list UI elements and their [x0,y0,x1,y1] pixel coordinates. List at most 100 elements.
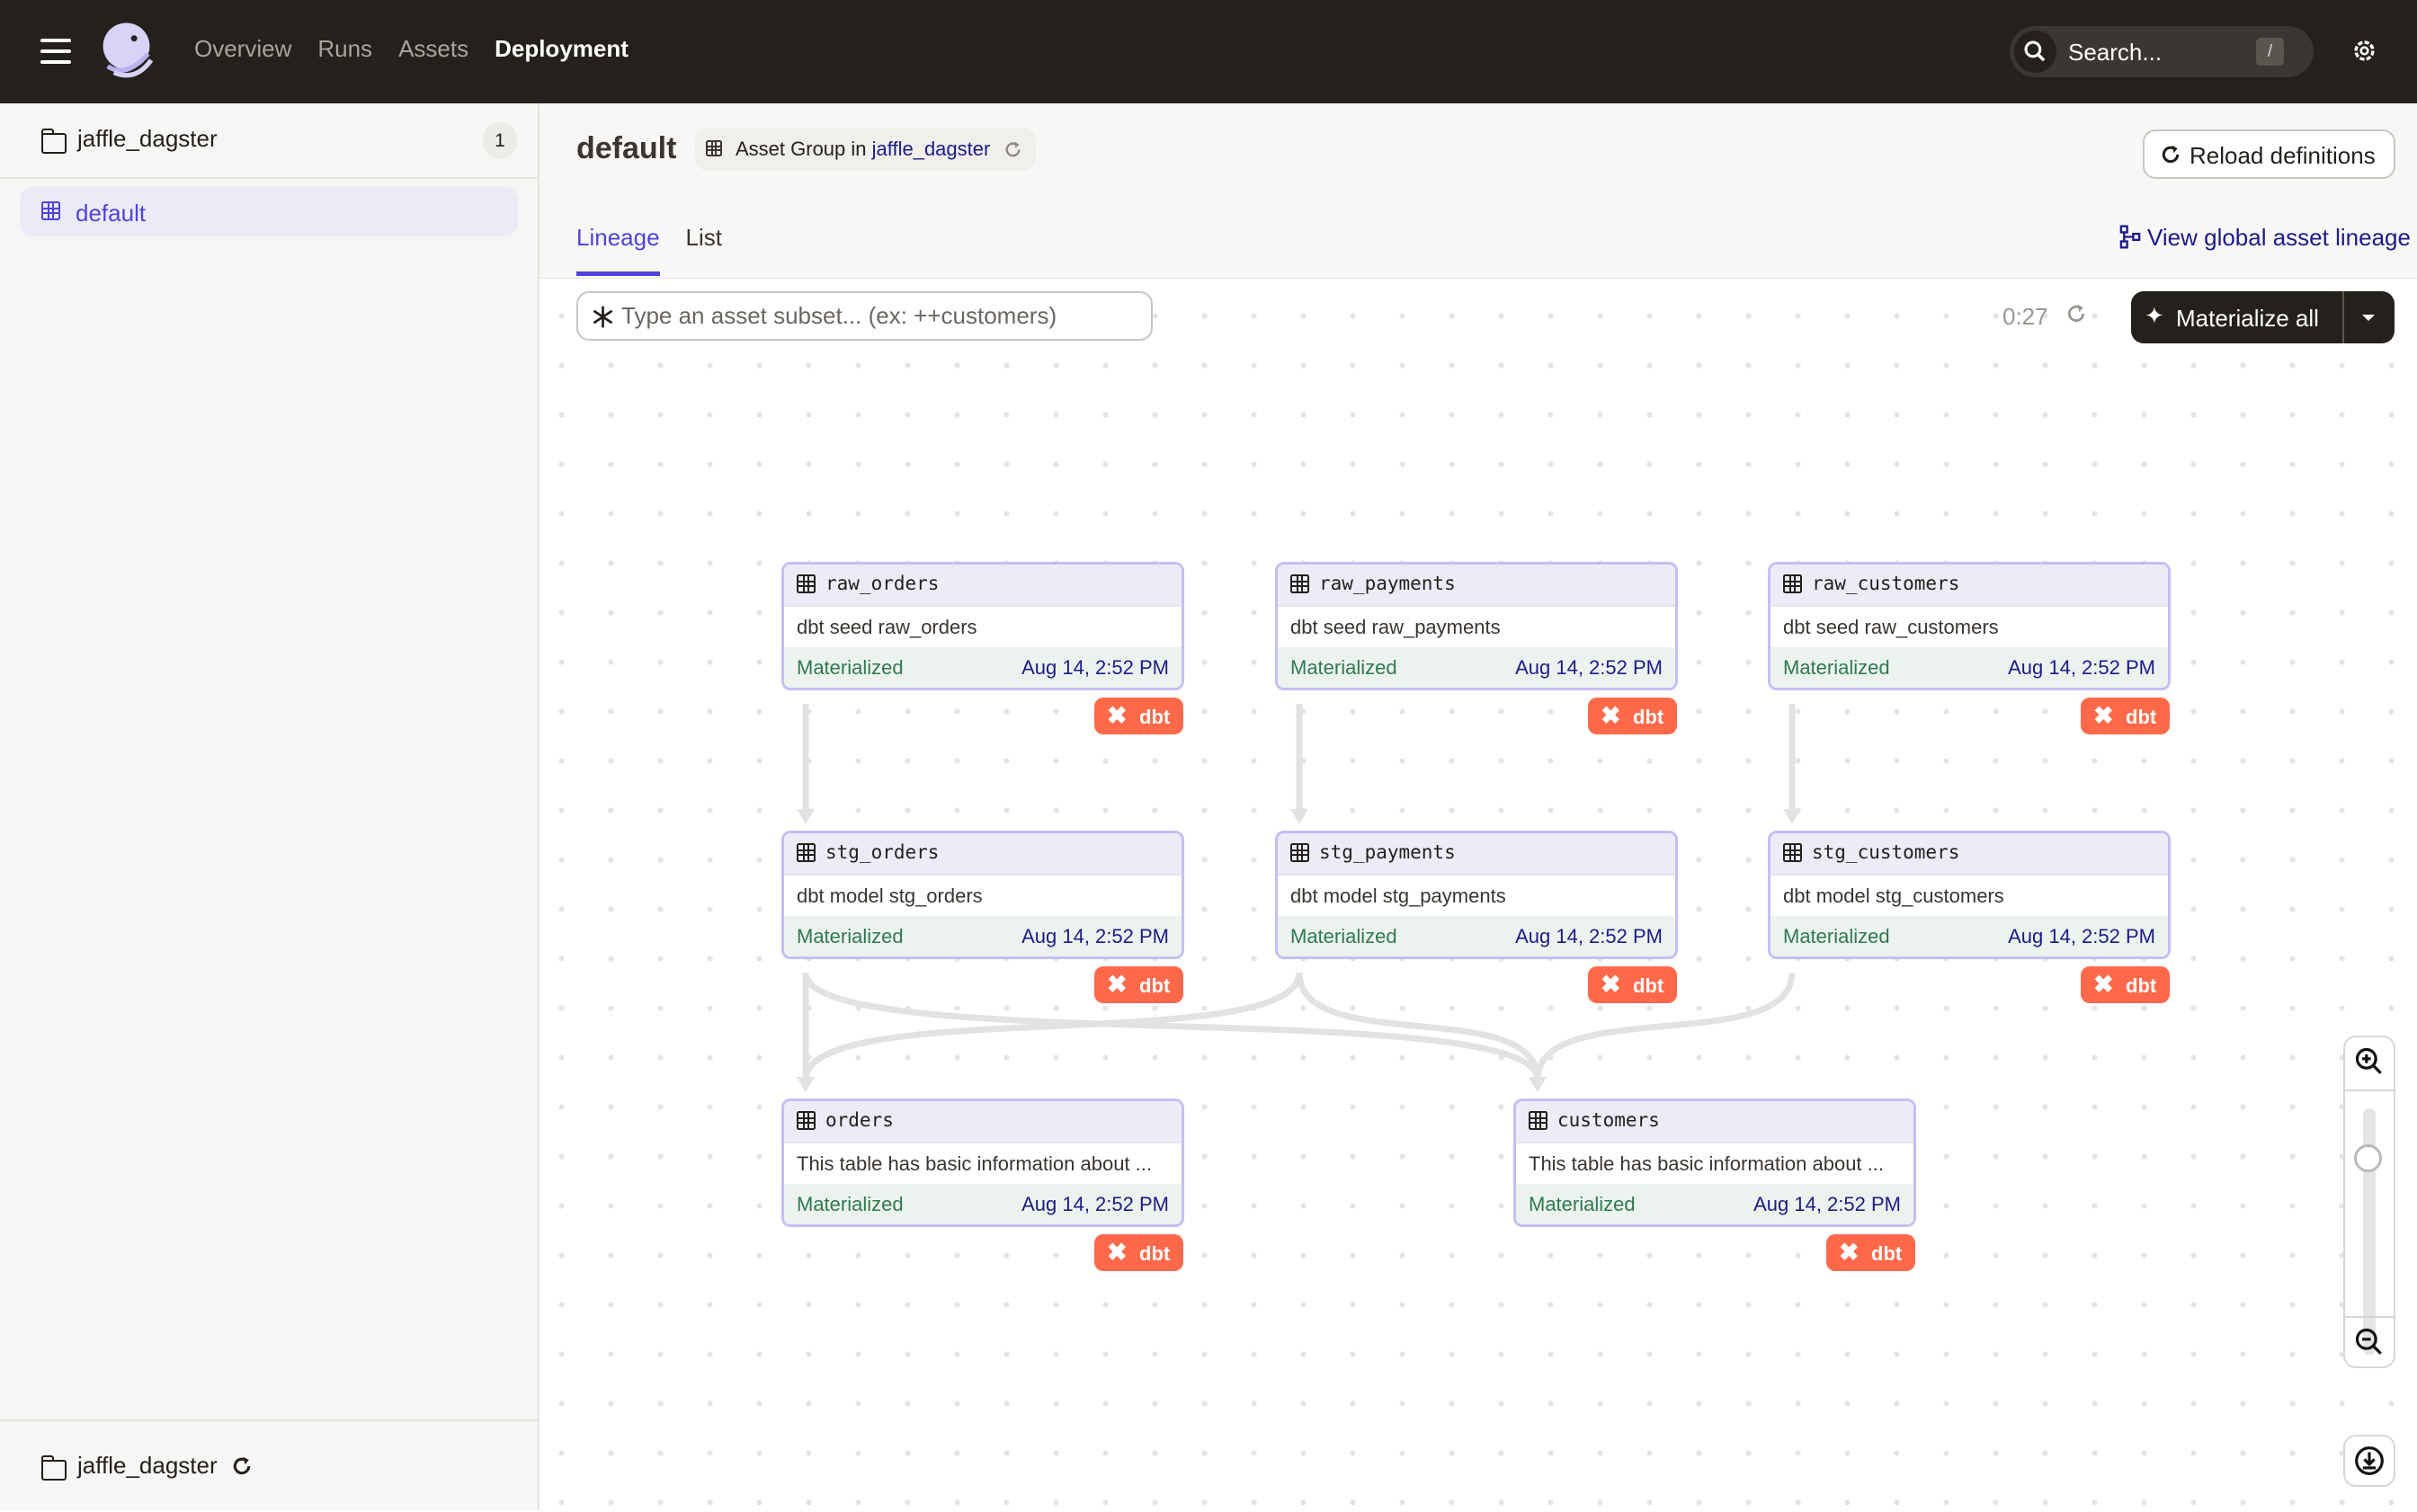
table-icon [1290,843,1309,862]
reload-definitions-button[interactable]: Reload definitions [2143,129,2395,179]
sidebar: jaffle_dagster 1 default jaffle_dagster [0,103,540,1510]
asset-status-row: Materialized Aug 14, 2:52 PM [1278,647,1675,688]
footer-repo-name[interactable]: jaffle_dagster [77,1452,218,1479]
materialized-date[interactable]: Aug 14, 2:52 PM [1021,925,1169,947]
asset-name: raw_customers [1812,573,1960,594]
sidebar-repo[interactable]: jaffle_dagster 1 [0,103,538,179]
dbt-badge: ✖ dbt [1094,698,1183,734]
dbt-badge: ✖ dbt [1094,966,1183,1003]
materialized-date[interactable]: Aug 14, 2:52 PM [1753,1193,1901,1215]
dbt-icon: ✖ [1107,1239,1128,1266]
materialize-all-button[interactable]: ✦ Materialize all [2131,291,2395,343]
asset-status-row: Materialized Aug 14, 2:52 PM [1770,916,2168,956]
chip-prefix: Asset Group in [736,138,867,160]
download-icon [2355,1446,2384,1475]
sparkle-icon: ✦ [2145,302,2164,329]
asset-subset-filter[interactable] [576,291,1153,341]
status-label: Materialized [1783,656,1890,679]
asset-node-customers[interactable]: customers This table has basic informatio… [1513,1098,1916,1227]
reload-icon[interactable] [231,1455,253,1477]
asset-name: stg_payments [1319,841,1456,863]
materialized-date[interactable]: Aug 14, 2:52 PM [1021,1193,1169,1215]
asset-node-raw_customers[interactable]: raw_customers dbt seed raw_customers Mater… [1768,562,2171,690]
table-icon [797,1111,816,1130]
lineage-graph-canvas[interactable]: raw_orders dbt seed raw_orders Materialize… [540,279,2417,1510]
asset-name: customers [1557,1109,1660,1131]
chevron-down-icon[interactable] [2362,315,2375,327]
asset-node-header: stg_payments [1278,833,1675,876]
top-nav-bar: Overview Runs Assets Deployment Search..… [0,0,2417,103]
asset-status-row: Materialized Aug 14, 2:52 PM [1278,916,1675,956]
gear-icon[interactable] [2350,37,2378,65]
edge-stg_payments-orders [802,972,1303,1081]
zoom-out-icon[interactable] [2345,1318,2394,1366]
dbt-label: dbt [1633,974,1664,997]
status-label: Materialized [1783,925,1890,947]
asset-name: raw_payments [1319,573,1456,594]
tab-list[interactable]: List [685,224,723,251]
dbt-icon: ✖ [1601,702,1621,729]
sidebar-item-label: default [76,200,147,227]
dbt-label: dbt [1139,706,1171,728]
sidebar-item-default[interactable]: default [20,187,518,236]
dbt-label: dbt [1871,1242,1903,1265]
asset-node-orders[interactable]: orders This table has basic information a… [781,1098,1184,1227]
edge-arrow [1529,1077,1547,1092]
refresh-icon[interactable] [2065,303,2087,325]
nav-runs[interactable]: Runs [317,35,373,62]
download-button[interactable] [2343,1435,2395,1487]
graph-edges [797,704,1801,1092]
view-global-lineage-link[interactable]: View global asset lineage [2119,224,2411,252]
nav-overview[interactable]: Overview [194,35,292,62]
dbt-icon: ✖ [1839,1239,1860,1266]
asset-description: This table has basic information about .… [1529,1152,1884,1175]
asset-description: dbt seed raw_orders [797,616,977,638]
reload-icon[interactable] [1003,140,1022,159]
asset-node-header: stg_orders [784,833,1182,876]
reload-label: Reload definitions [2190,142,2376,169]
sidebar-footer: jaffle_dagster [0,1419,538,1512]
asset-node-header: raw_customers [1770,565,2168,607]
asset-group-icon [41,201,60,220]
dbt-icon: ✖ [2093,971,2114,998]
materialized-date[interactable]: Aug 14, 2:52 PM [2008,656,2155,679]
repo-count-badge: 1 [483,122,517,159]
dbt-badge: ✖ dbt [1588,698,1677,734]
asset-status-row: Materialized Aug 14, 2:52 PM [784,916,1182,956]
tab-lineage[interactable]: Lineage [576,224,660,276]
dbt-badge: ✖ dbt [1826,1234,1915,1271]
dbt-badge: ✖ dbt [2081,698,2170,734]
asset-node-stg_customers[interactable]: stg_customers dbt model stg_customers Mate… [1768,831,2171,959]
edge-arrow [1290,809,1308,824]
materialized-date[interactable]: Aug 14, 2:52 PM [2008,925,2155,947]
zoom-slider-thumb[interactable] [2354,1143,2382,1172]
materialized-date[interactable]: Aug 14, 2:52 PM [1021,656,1169,679]
asset-description: dbt model stg_orders [797,885,983,907]
materialize-label: Materialize all [2176,305,2319,332]
nav-assets[interactable]: Assets [398,35,469,62]
status-label: Materialized [1529,1193,1636,1215]
reload-icon [2162,145,2180,164]
materialized-date[interactable]: Aug 14, 2:52 PM [1515,925,1663,947]
dbt-badge: ✖ dbt [1588,966,1677,1003]
dagster-logo[interactable] [95,20,157,82]
asset-name: stg_customers [1812,841,1960,863]
table-icon [797,843,816,862]
menu-icon[interactable] [40,39,71,64]
dbt-icon: ✖ [2093,702,2114,729]
search-bar[interactable]: Search... / [2010,26,2314,77]
search-shortcut: / [2256,38,2284,66]
zoom-in-icon[interactable] [2345,1037,2394,1086]
nav-deployment[interactable]: Deployment [495,35,629,62]
dbt-badge: ✖ dbt [2081,966,2170,1003]
repo-link[interactable]: jaffle_dagster [871,138,991,160]
asset-description: dbt model stg_payments [1290,885,1506,907]
asset-status-row: Materialized Aug 14, 2:52 PM [784,1184,1182,1224]
asset-node-raw_payments[interactable]: raw_payments dbt seed raw_payments Materia… [1275,562,1678,690]
asset-name: orders [825,1109,894,1131]
asset-subset-input[interactable] [621,293,1134,339]
materialized-date[interactable]: Aug 14, 2:52 PM [1515,656,1663,679]
asset-node-raw_orders[interactable]: raw_orders dbt seed raw_orders Materialize… [781,562,1184,690]
